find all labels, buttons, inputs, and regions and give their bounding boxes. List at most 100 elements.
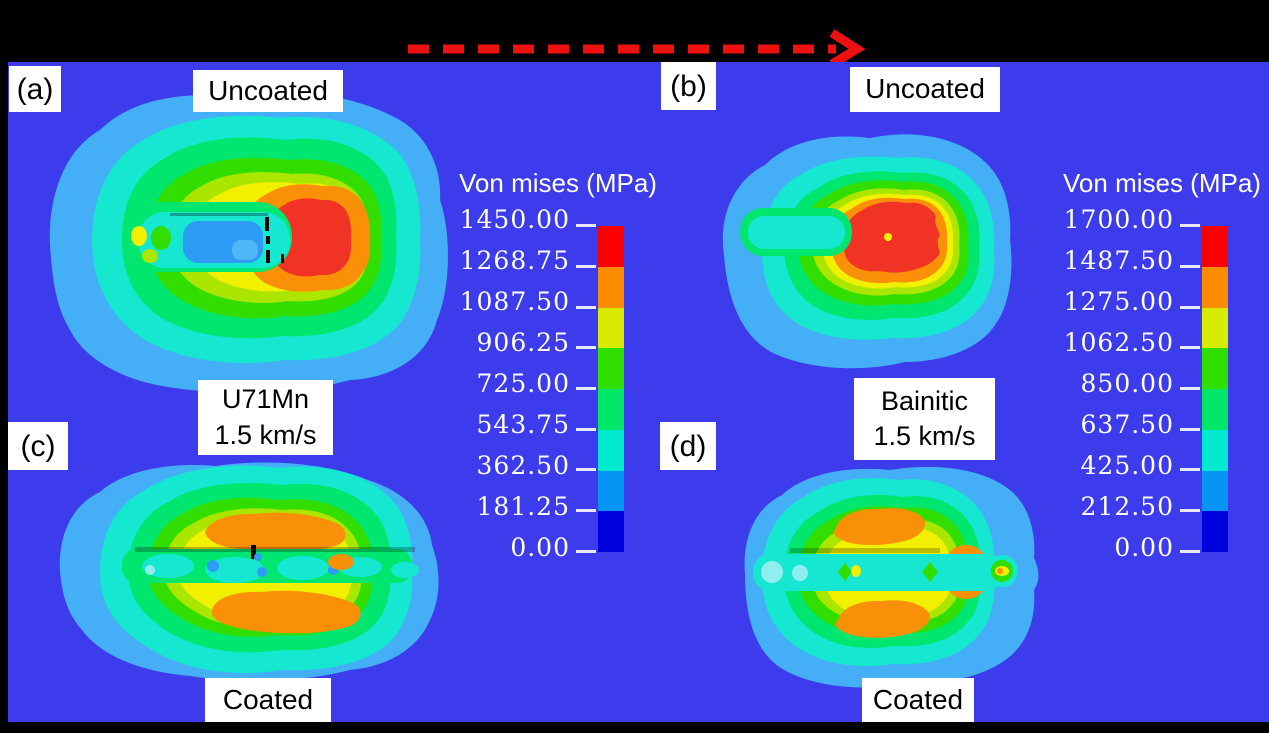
legend-tick-label: 1450.00 bbox=[459, 205, 570, 234]
legend-tick-label: 1487.50 bbox=[1063, 246, 1174, 275]
panel-b-label-text: (b) bbox=[670, 69, 707, 103]
mesh-mark bbox=[265, 217, 269, 231]
contour-detail bbox=[142, 249, 158, 263]
legend-title: Von mises (MPa) bbox=[1063, 168, 1261, 198]
legend-tick bbox=[576, 550, 596, 553]
panel-b-contour bbox=[722, 134, 1012, 369]
legend-tick-label: 0.00 bbox=[1114, 533, 1174, 562]
coated-label-right-text: Coated bbox=[872, 683, 964, 715]
coated-label-right: Coated bbox=[862, 678, 974, 722]
legend-tick bbox=[1180, 387, 1200, 390]
contour-detail bbox=[277, 556, 329, 580]
mesh-mark bbox=[251, 545, 256, 559]
contour-detail bbox=[151, 226, 171, 250]
coated-label-left-text: Coated bbox=[222, 683, 314, 715]
coated-label-left: Coated bbox=[205, 678, 331, 722]
impact-speed: 1.5 km/s bbox=[214, 419, 317, 450]
legend-tick bbox=[576, 387, 596, 390]
material-name: Bainitic bbox=[880, 385, 969, 416]
stress-upper-lobe bbox=[205, 512, 346, 552]
colorbar bbox=[1202, 226, 1228, 552]
legend-tick bbox=[1180, 550, 1200, 553]
colorbar bbox=[598, 226, 624, 552]
legend-tick-label: 425.00 bbox=[1080, 451, 1174, 480]
bottom-frame-bar bbox=[0, 722, 1269, 733]
left-frame-bar bbox=[0, 62, 8, 722]
panel-c-contour bbox=[59, 462, 439, 681]
panel-d-label: (d) bbox=[660, 422, 716, 470]
legend-tick-label: 1062.50 bbox=[1063, 328, 1174, 357]
contour-detail bbox=[207, 560, 219, 572]
colorbar-segment bbox=[1202, 307, 1228, 349]
stress-peak-core bbox=[268, 198, 352, 277]
legend-tick bbox=[576, 224, 596, 227]
colorbar-segment bbox=[1202, 348, 1228, 389]
contour-detail bbox=[838, 563, 852, 581]
material-name: U71Mn bbox=[221, 384, 310, 415]
colorbar-segment bbox=[598, 511, 624, 552]
colorbar-segment bbox=[1202, 470, 1228, 512]
legend-tick-label: 725.00 bbox=[476, 369, 570, 398]
panel-d-label-text: (d) bbox=[669, 429, 707, 463]
contour-detail bbox=[145, 565, 155, 575]
top-frame-bar bbox=[0, 0, 1269, 62]
legend-tick-label: 637.50 bbox=[1080, 410, 1174, 439]
stress-lower-lobe bbox=[835, 600, 931, 638]
mesh-mark bbox=[266, 250, 270, 263]
legend-tick bbox=[576, 509, 596, 512]
colorbar-segment bbox=[1202, 429, 1228, 471]
contour-detail bbox=[205, 557, 265, 583]
legend-tick-label: 1087.50 bbox=[459, 287, 570, 316]
panel-c-label: (c) bbox=[8, 422, 68, 470]
legend-tick bbox=[1180, 468, 1200, 471]
legend-tick bbox=[576, 428, 596, 431]
panel-c-label-text: (c) bbox=[20, 429, 56, 463]
panel-a-label: (a) bbox=[9, 66, 61, 112]
legend-tick bbox=[1180, 306, 1200, 309]
legend-tick bbox=[1180, 428, 1200, 431]
contour-detail bbox=[232, 240, 258, 260]
legend-tick bbox=[576, 346, 596, 349]
legend-tick-label: 906.25 bbox=[476, 328, 570, 357]
contour-detail bbox=[884, 233, 892, 241]
legend-title: Von mises (MPa) bbox=[459, 168, 657, 198]
legend-tick-label: 181.25 bbox=[476, 492, 570, 521]
legend-tick-label: 362.50 bbox=[476, 451, 570, 480]
legend-tick-label: 0.00 bbox=[510, 533, 570, 562]
colorbar-segment bbox=[598, 226, 624, 267]
coating-interface-line bbox=[135, 547, 415, 552]
mesh-mark bbox=[266, 236, 270, 244]
legend-tick-label: 212.50 bbox=[1080, 492, 1174, 521]
contour-detail bbox=[851, 565, 861, 577]
colorbar-legend-right: Von mises (MPa) 1700.00 1487.50 1275.00 … bbox=[1042, 168, 1269, 568]
contour-detail bbox=[922, 562, 938, 582]
legend-tick-label: 850.00 bbox=[1080, 369, 1174, 398]
uncoated-label-left-text: Uncoated bbox=[208, 74, 328, 106]
colorbar-segment bbox=[598, 348, 624, 389]
legend-tick bbox=[1180, 346, 1200, 349]
mesh-mark bbox=[281, 254, 284, 263]
legend-tick bbox=[1180, 224, 1200, 227]
stress-peak-core bbox=[844, 201, 940, 273]
material-label-right: Bainitic 1.5 km/s bbox=[854, 378, 995, 460]
legend-tick bbox=[576, 468, 596, 471]
stress-lower-lobe bbox=[211, 590, 361, 634]
legend-tick-label: 1700.00 bbox=[1063, 205, 1174, 234]
uncoated-label-right-text: Uncoated bbox=[865, 73, 985, 105]
panel-a-contour bbox=[49, 91, 448, 393]
coating-midline bbox=[753, 554, 1003, 591]
contour-detail bbox=[131, 226, 147, 246]
contour-detail bbox=[142, 554, 194, 578]
panel-a-label-text: (a) bbox=[16, 72, 54, 106]
contour-detail bbox=[257, 567, 267, 577]
legend-tick bbox=[1180, 509, 1200, 512]
legend-tick bbox=[576, 306, 596, 309]
coating-interface-line bbox=[790, 548, 940, 553]
colorbar-segment bbox=[598, 429, 624, 471]
colorbar-segment bbox=[1202, 266, 1228, 308]
legend-tick-label: 543.75 bbox=[476, 410, 570, 439]
crater-edge-line bbox=[170, 213, 268, 216]
colorbar-segment bbox=[1202, 389, 1228, 430]
